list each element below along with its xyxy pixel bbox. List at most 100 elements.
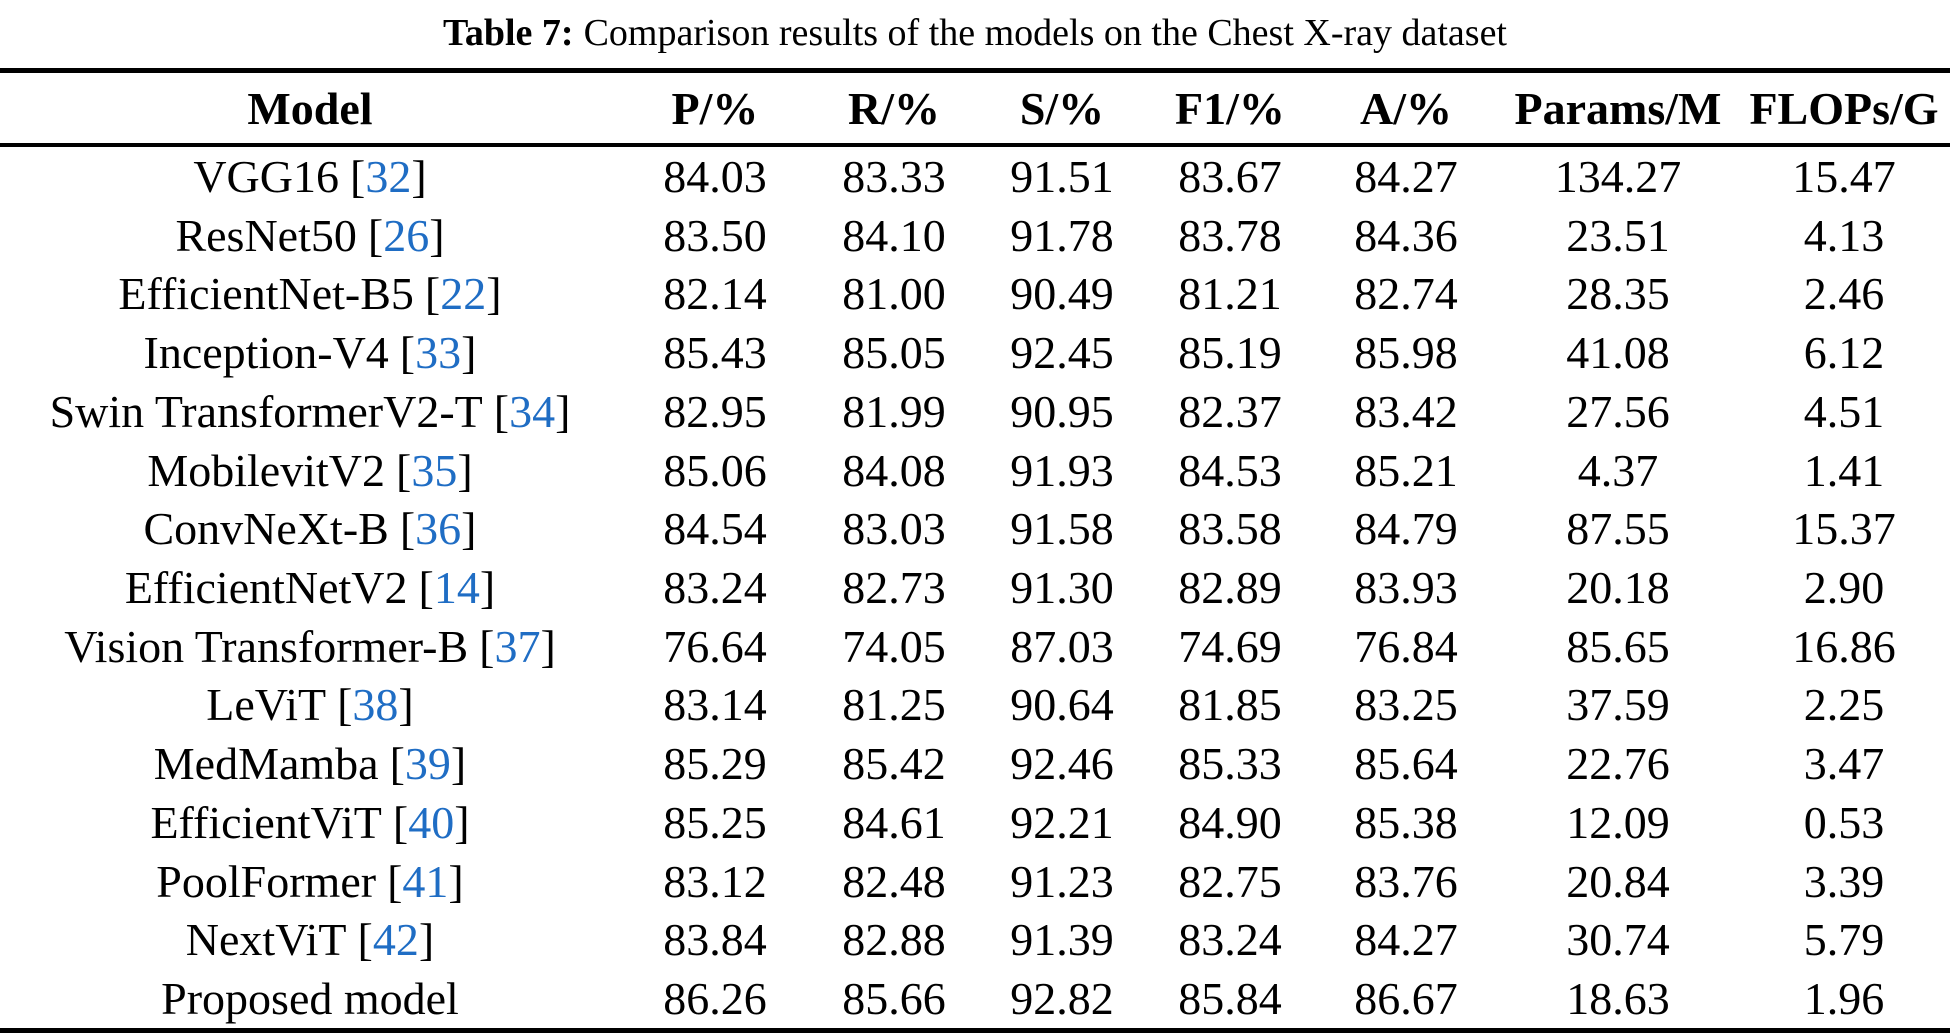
citation-link[interactable]: 42 (372, 914, 419, 966)
value-cell: 76.84 (1354, 620, 1458, 672)
value-cell: 84.61 (842, 796, 946, 848)
citation-link[interactable]: 40 (408, 796, 455, 848)
model-cell: Vision Transformer-B [37] (0, 620, 620, 673)
value-cell: 0.53 (1803, 796, 1885, 848)
value-cell: 81.25 (842, 679, 946, 731)
citation-link[interactable]: 34 (509, 385, 556, 437)
value-cell: 85.64 (1354, 738, 1458, 790)
model-cell: ConvNeXt-B [36] (0, 502, 620, 555)
citation: [14] (418, 562, 496, 613)
table-header-row: Model P/% R/% S/% F1/% A/% Params/M FLOPs/G (0, 73, 1950, 143)
table-top-rule (0, 68, 1950, 73)
value-cell: 83.76 (1354, 855, 1458, 907)
value-cell: 37.59 (1566, 679, 1670, 731)
value-cell: 83.58 (1178, 503, 1282, 555)
table-row: Inception-V4 [33] 85.43 85.05 92.45 85.19 85.9… (0, 323, 1950, 382)
value-cell: 134.27 (1554, 150, 1682, 202)
value-cell: 85.19 (1178, 327, 1282, 379)
value-cell: 85.42 (842, 738, 946, 790)
value-cell: 20.84 (1566, 855, 1670, 907)
citation: [40] (392, 796, 470, 848)
table-row: Vision Transformer-B [37] 76.64 74.05 87.03 7… (0, 617, 1950, 676)
citation-link[interactable]: 26 (383, 209, 430, 261)
value-cell: 91.39 (1010, 914, 1114, 966)
citation-link[interactable]: 35 (411, 444, 458, 496)
value-cell: 83.78 (1178, 209, 1282, 261)
citation: [34] (493, 385, 571, 437)
model-cell: Swin TransformerV2-T [34] (0, 385, 620, 438)
model-name: VGG16 (193, 150, 339, 202)
header-cell-flops-g: FLOPs/G (1749, 82, 1939, 134)
model-cell: ResNet50 [26] (0, 209, 620, 262)
value-cell: 92.45 (1010, 327, 1114, 379)
value-cell: 82.48 (842, 855, 946, 907)
model-cell: VGG16 [32] (0, 150, 620, 203)
table-caption: Table 7: Comparison results of the models… (0, 0, 1950, 68)
citation: [32] (350, 150, 427, 202)
value-cell: 85.25 (663, 796, 767, 848)
value-cell: 84.27 (1354, 914, 1458, 966)
table-row: Swin TransformerV2-T [34] 82.95 81.99 90.95 8… (0, 382, 1950, 441)
value-cell: 84.36 (1354, 209, 1458, 261)
citation: [42] (357, 914, 435, 966)
value-cell: 85.33 (1178, 738, 1282, 790)
value-cell: 12.09 (1566, 796, 1670, 848)
table-row: MedMamba [39] 85.29 85.42 92.46 85.33 85.64 22.… (0, 734, 1950, 793)
model-cell: Proposed model (0, 972, 620, 1025)
citation-link[interactable]: 32 (365, 150, 412, 202)
value-cell: 27.56 (1566, 385, 1670, 437)
value-cell: 85.21 (1354, 444, 1458, 496)
value-cell: 83.67 (1178, 150, 1282, 202)
value-cell: 85.98 (1354, 327, 1458, 379)
model-name: Proposed model (161, 973, 459, 1025)
value-cell: 82.74 (1354, 268, 1458, 320)
table-row: EfficientViT [40] 85.25 84.61 92.21 84.90 85.3… (0, 793, 1950, 852)
value-cell: 18.63 (1566, 973, 1670, 1025)
value-cell: 84.53 (1178, 444, 1282, 496)
model-name: PoolFormer (156, 855, 377, 907)
table-caption-label: Table 7: (442, 12, 574, 54)
value-cell: 85.43 (663, 327, 767, 379)
value-cell: 30.74 (1566, 914, 1670, 966)
citation-link[interactable]: 41 (402, 855, 449, 907)
citation-link[interactable]: 22 (440, 268, 487, 320)
value-cell: 6.12 (1803, 327, 1885, 379)
value-cell: 83.50 (663, 209, 767, 261)
citation-link[interactable]: 33 (415, 327, 462, 379)
value-cell: 90.64 (1010, 679, 1114, 731)
value-cell: 83.03 (842, 503, 946, 555)
citation-link[interactable]: 37 (494, 620, 541, 672)
citation-link[interactable]: 39 (404, 738, 451, 790)
table-row: VGG16 [32] 84.03 83.33 91.51 83.67 84.27 134.27… (0, 147, 1950, 206)
citation: [36] (399, 503, 477, 555)
value-cell: 85.29 (663, 738, 767, 790)
citation-link[interactable]: 36 (415, 503, 462, 555)
value-cell: 1.41 (1803, 444, 1885, 496)
value-cell: 87.55 (1566, 503, 1670, 555)
value-cell: 83.14 (663, 679, 767, 731)
citation: [39] (389, 738, 467, 790)
model-name: Inception-V4 (143, 327, 389, 379)
model-name: EfficientNetV2 (124, 562, 408, 613)
citation-link[interactable]: 38 (352, 679, 399, 731)
value-cell: 85.05 (842, 327, 946, 379)
value-cell: 5.79 (1803, 914, 1885, 966)
value-cell: 86.67 (1354, 973, 1458, 1025)
table-row: EfficientNet-B5 [22] 82.14 81.00 90.49 81.21 8… (0, 264, 1950, 323)
value-cell: 85.65 (1566, 620, 1670, 672)
value-cell: 83.24 (663, 562, 767, 613)
citation: [26] (367, 209, 445, 261)
value-cell: 2.90 (1803, 562, 1885, 613)
value-cell: 90.95 (1010, 385, 1114, 437)
citation-link[interactable]: 14 (433, 562, 480, 613)
value-cell: 76.64 (663, 620, 767, 672)
model-cell: PoolFormer [41] (0, 855, 620, 908)
value-cell: 41.08 (1566, 327, 1670, 379)
value-cell: 85.06 (663, 444, 767, 496)
model-cell: EfficientNetV2 [14] (0, 561, 620, 614)
table-row: NextViT [42] 83.84 82.88 91.39 83.24 84.27 30.7… (0, 911, 1950, 970)
value-cell: 82.75 (1178, 855, 1282, 907)
value-cell: 81.00 (842, 268, 946, 320)
table-row: Proposed model 86.26 85.66 92.82 85.84 86.67 1… (0, 969, 1950, 1028)
value-cell: 74.05 (842, 620, 946, 672)
